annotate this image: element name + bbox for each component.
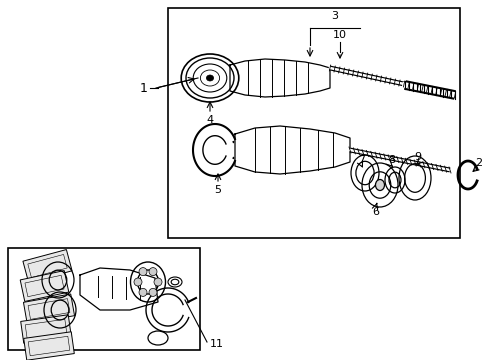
Bar bbox=[28, 336, 70, 356]
Circle shape bbox=[139, 288, 147, 296]
Circle shape bbox=[154, 278, 162, 286]
Circle shape bbox=[149, 288, 157, 296]
Ellipse shape bbox=[206, 75, 213, 81]
Text: 8: 8 bbox=[387, 155, 395, 165]
Text: 7: 7 bbox=[358, 155, 365, 165]
Ellipse shape bbox=[375, 180, 384, 190]
Bar bbox=[28, 299, 70, 319]
Text: 2: 2 bbox=[474, 158, 482, 168]
Bar bbox=[168, 8, 459, 238]
Text: 4: 4 bbox=[206, 115, 213, 125]
Circle shape bbox=[134, 278, 142, 286]
Text: 6: 6 bbox=[372, 207, 379, 217]
Text: 3: 3 bbox=[331, 11, 338, 21]
Text: 9: 9 bbox=[414, 152, 421, 162]
Circle shape bbox=[139, 267, 147, 276]
Polygon shape bbox=[229, 59, 329, 97]
Bar bbox=[25, 319, 67, 339]
Bar bbox=[20, 271, 69, 301]
Bar bbox=[23, 249, 72, 283]
Bar bbox=[23, 294, 74, 324]
Text: 5: 5 bbox=[214, 185, 221, 195]
Bar bbox=[25, 275, 64, 297]
Text: 1: 1 bbox=[140, 81, 148, 94]
Text: 11: 11 bbox=[209, 339, 224, 349]
Polygon shape bbox=[235, 126, 349, 174]
Bar bbox=[8, 248, 200, 350]
Bar bbox=[20, 315, 71, 343]
Text: 10: 10 bbox=[332, 30, 346, 40]
Polygon shape bbox=[80, 268, 158, 310]
Bar bbox=[23, 332, 74, 360]
Bar bbox=[28, 255, 67, 278]
Circle shape bbox=[149, 267, 157, 276]
